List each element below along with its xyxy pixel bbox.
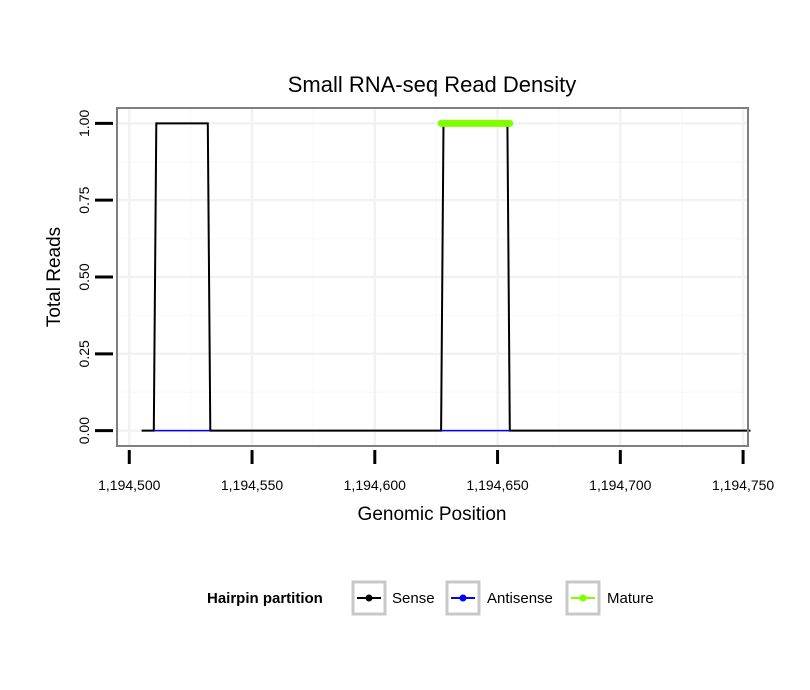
legend-point-mature (579, 594, 587, 602)
x-tick-label: 1,194,500 (98, 477, 160, 493)
series-line-sense (141, 122, 751, 432)
legend-label-sense: Sense (392, 590, 435, 607)
y-tick-label: 0.00 (76, 417, 92, 444)
legend-item-mature: Mature (565, 580, 654, 616)
y-axis-label: Total Reads (44, 227, 65, 327)
x-axis: 1,194,500 1,194,550 1,194,600 1,194,650 1,19… (98, 450, 774, 493)
legend-label-antisense: Antisense (487, 590, 553, 607)
series-layer (141, 119, 751, 432)
y-tick-label: 0.25 (76, 340, 92, 367)
legend-point-antisense (459, 594, 467, 602)
x-axis-label: Genomic Position (358, 504, 507, 525)
x-tick-label: 1,194,550 (221, 477, 283, 493)
chart-title: Small RNA-seq Read Density (288, 72, 577, 97)
y-tick-label: 1.00 (76, 110, 92, 137)
y-axis: 0.00 0.25 0.50 0.75 1.00 (76, 110, 113, 444)
x-tick-label: 1,194,750 (712, 477, 774, 493)
legend-title: Hairpin partition (207, 590, 323, 607)
plot-border (116, 107, 749, 447)
legend: Hairpin partition Sense Antisense Mature (207, 580, 654, 616)
grid-minor (117, 108, 748, 446)
legend-label-mature: Mature (607, 590, 654, 607)
x-tick-label: 1,194,600 (344, 477, 406, 493)
x-tick-label: 1,194,700 (589, 477, 651, 493)
x-tick-label: 1,194,650 (466, 477, 528, 493)
legend-item-antisense: Antisense (445, 580, 553, 616)
legend-item-sense: Sense (351, 580, 435, 616)
legend-point-sense (365, 594, 373, 602)
y-tick-label: 0.75 (76, 186, 92, 213)
y-tick-label: 0.50 (76, 263, 92, 290)
